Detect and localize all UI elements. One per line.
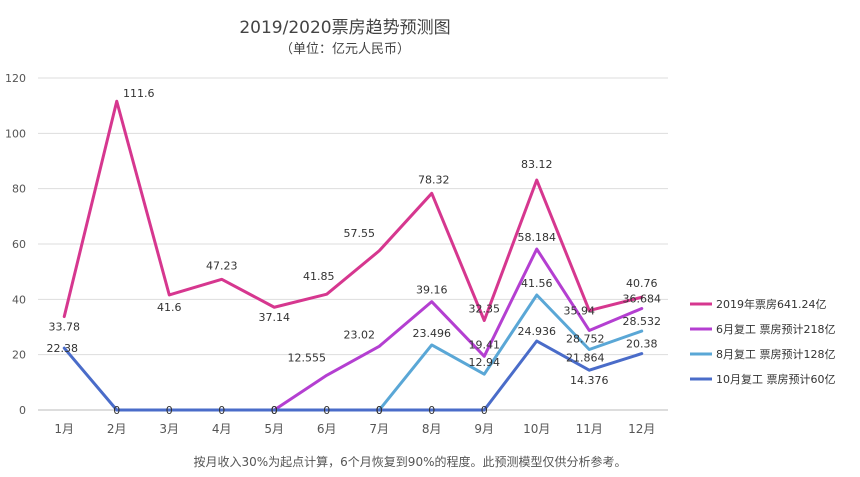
legend-label: 2019年票房641.24亿 <box>716 297 826 311</box>
series-line-4 <box>62 339 644 412</box>
legend-label: 8月复工 票房预计128亿 <box>716 347 836 361</box>
y-tick-label: 80 <box>12 183 26 196</box>
y-tick-label: 20 <box>12 349 26 362</box>
data-label: 0 <box>271 404 278 417</box>
y-tick-label: 120 <box>5 72 26 85</box>
data-label: 35.94 <box>564 305 596 318</box>
data-label: 28.532 <box>623 315 662 328</box>
data-label: 0 <box>376 404 383 417</box>
data-label: 36.684 <box>623 293 662 306</box>
data-label: 0 <box>428 404 435 417</box>
y-tick-label: 100 <box>5 127 26 140</box>
data-label: 20.38 <box>626 338 658 351</box>
data-label: 0 <box>481 404 488 417</box>
y-tick-label: 40 <box>12 293 26 306</box>
legend-label: 10月复工 票房预计60亿 <box>716 372 836 386</box>
data-label: 41.6 <box>157 301 182 314</box>
series-line-2 <box>272 247 644 412</box>
x-axis-ticks: 1月 2月 3月 4月 5月 6月 7月 8月 9月 10月 11月 12月 <box>54 422 655 436</box>
data-label: 12.94 <box>469 356 501 369</box>
chart-subtitle: （单位：亿元人民币） <box>280 42 410 57</box>
x-tick-label: 11月 <box>576 422 603 436</box>
data-label: 83.12 <box>521 158 553 171</box>
data-label: 0 <box>218 404 225 417</box>
series-line-3 <box>377 293 644 412</box>
data-label: 58.184 <box>518 231 557 244</box>
chart-footnote: 按月收入30%为起点计算，6个月恢复到90%的程度。此预测模型仅供分析参考。 <box>194 454 627 469</box>
x-tick-label: 8月 <box>422 422 442 436</box>
data-label: 32.35 <box>469 302 501 315</box>
series-line-1 <box>62 99 644 322</box>
data-label: 37.14 <box>259 311 291 324</box>
data-label: 47.23 <box>206 259 238 272</box>
data-label: 22.38 <box>47 342 79 355</box>
data-labels: 33.78 111.6 41.6 47.23 37.14 41.85 57.55 78.32 3… <box>47 87 662 417</box>
series-lines <box>62 99 644 412</box>
data-label: 0 <box>376 404 383 417</box>
data-label: 23.02 <box>344 328 376 341</box>
gridlines <box>38 77 668 411</box>
data-label: 41.56 <box>521 277 553 290</box>
data-label: 78.32 <box>418 173 450 186</box>
data-label: 0 <box>271 404 278 417</box>
data-label: 12.555 <box>288 351 327 364</box>
x-tick-label: 1月 <box>54 422 74 436</box>
x-tick-label: 6月 <box>317 422 337 436</box>
data-label: 14.376 <box>570 374 609 387</box>
data-label: 39.16 <box>416 284 448 297</box>
x-tick-label: 12月 <box>628 422 655 436</box>
data-label: 0 <box>323 404 330 417</box>
y-axis-ticks: 0 20 40 60 80 100 120 <box>5 72 26 417</box>
x-tick-label: 4月 <box>212 422 232 436</box>
data-label: 57.55 <box>344 227 376 240</box>
data-label: 28.752 <box>566 332 605 345</box>
data-label: 33.78 <box>49 321 81 334</box>
legend: 2019年票房641.24亿 6月复工 票房预计218亿 8月复工 票房预计128亿… <box>690 297 836 386</box>
data-label: 21.864 <box>566 352 605 365</box>
x-tick-label: 7月 <box>369 422 389 436</box>
x-tick-label: 3月 <box>159 422 179 436</box>
data-label: 23.496 <box>413 327 452 340</box>
x-tick-label: 5月 <box>264 422 284 436</box>
x-tick-label: 10月 <box>523 422 550 436</box>
data-label: 0 <box>166 404 173 417</box>
y-tick-label: 0 <box>19 404 26 417</box>
y-tick-label: 60 <box>12 238 26 251</box>
x-tick-label: 2月 <box>107 422 127 436</box>
data-label: 0 <box>113 404 120 417</box>
data-label: 19.41 <box>469 338 501 351</box>
chart-title: 2019/2020票房趋势预测图 <box>239 18 450 38</box>
data-label: 111.6 <box>123 87 155 100</box>
x-tick-label: 9月 <box>474 422 494 436</box>
data-label: 40.76 <box>626 277 658 290</box>
data-label: 24.936 <box>518 325 557 338</box>
legend-label: 6月复工 票房预计218亿 <box>716 322 836 336</box>
data-label: 41.85 <box>303 270 335 283</box>
